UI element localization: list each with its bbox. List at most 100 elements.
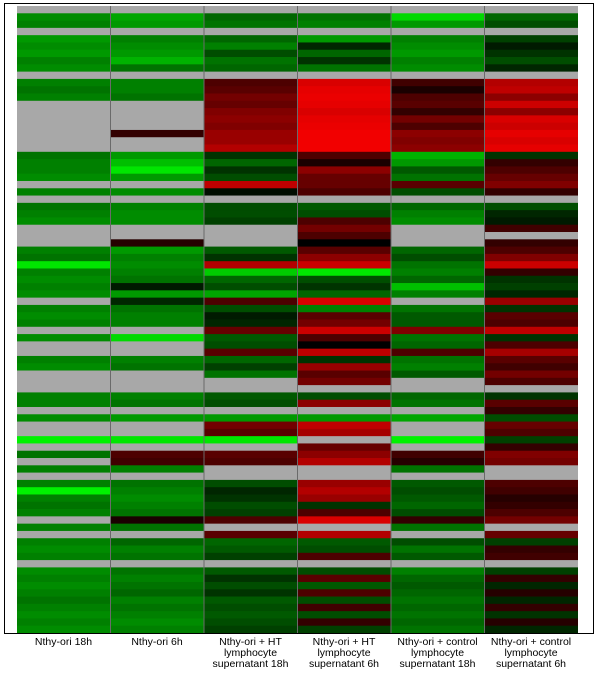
heatmap-cell [204,625,298,633]
heatmap-cell [484,589,578,597]
heatmap-cell [391,414,485,422]
heatmap-cell [204,603,298,612]
heatmap-cell [204,108,298,116]
heatmap-cell [110,574,204,583]
heatmap-cell [110,180,204,189]
heatmap-cell [484,78,578,87]
heatmap-cell [484,6,578,14]
heatmap-cell [297,173,391,182]
heatmap-cell [297,421,391,430]
heatmap-cell [110,35,204,43]
heatmap-cell [17,217,111,226]
heatmap-cell [110,283,204,291]
heatmap-cell [297,151,391,160]
heatmap-cell [297,348,391,357]
heatmap-cell [204,421,298,430]
heatmap-cell [391,567,485,576]
heatmap-cell [17,49,111,58]
heatmap-cell [110,399,204,408]
heatmap-cell [204,304,298,313]
heatmap-cell [391,625,485,633]
heatmap-cell [17,589,111,597]
heatmap-cell [204,42,298,51]
heatmap-cell [484,523,578,532]
heatmap-cell [391,304,485,313]
heatmap-cell [17,458,111,466]
heatmap-cell [484,428,578,437]
heatmap-cell [204,406,298,415]
heatmap-cell [204,202,298,211]
column-label: Nthy-ori + control lymphocyte supernatan… [490,636,572,670]
heatmap-cell [297,115,391,124]
heatmap-cell [17,501,111,510]
heatmap-cell [391,253,485,262]
heatmap-cell [17,312,111,320]
heatmap-cell [391,443,485,452]
heatmap-cell [110,552,204,561]
heatmap-cell [484,35,578,43]
heatmap-cell [297,35,391,43]
heatmap-cell [204,574,298,583]
heatmap-cell [110,49,204,58]
heatmap-cell [297,465,391,473]
heatmap-cell [17,603,111,612]
heatmap-cell [391,406,485,415]
heatmap-cell [17,538,111,546]
heatmap-cell [110,530,204,539]
heatmap-cell [391,217,485,226]
heatmap-cell [484,64,578,73]
heatmap-cell [391,479,485,488]
heatmap-cell [297,93,391,102]
heatmap-cell [297,392,391,401]
heatmap-cell [391,428,485,437]
heatmap-cell [204,13,298,21]
heatmap-cell [204,129,298,138]
heatmap-cell [391,35,485,43]
heatmap-cell [204,86,298,94]
heatmap-cell [17,523,111,532]
heatmap-cell [110,246,204,255]
heatmap-cell [110,6,204,14]
heatmap-cell [391,122,485,131]
heatmap-cell [391,151,485,160]
heatmap-cell [204,224,298,233]
heatmap-cell [484,188,578,196]
heatmap-cell [110,210,204,218]
heatmap-cell [110,479,204,488]
heatmap-cell [110,319,204,328]
heatmap-cell [17,509,111,517]
heatmap-cell [297,560,391,568]
heatmap-cell [17,334,111,342]
heatmap-cell [297,180,391,189]
heatmap-cell [204,173,298,182]
heatmap-cell [391,450,485,459]
heatmap-cell [204,246,298,255]
heatmap-cell [204,377,298,386]
heatmap-cell [17,86,111,94]
heatmap-cell [17,144,111,153]
heatmap-cell [484,363,578,371]
heatmap-cell [484,151,578,160]
heatmap-cell [484,458,578,466]
heatmap-cell [110,224,204,233]
heatmap-cell [17,428,111,437]
heatmap-cell [204,501,298,510]
column-label: Nthy-ori + HT lymphocyte supernatant 18h [212,636,289,670]
heatmap-cell [204,392,298,401]
heatmap-cell [17,611,111,619]
heatmap-cell [391,42,485,51]
heatmap-cell [391,64,485,73]
heatmap-cell [204,370,298,379]
heatmap-cell [297,239,391,247]
heatmap-cell [391,115,485,124]
heatmap-cell [17,363,111,371]
heatmap-cell [391,275,485,284]
heatmap-cell [484,377,578,386]
heatmap-cell [391,494,485,503]
heatmap-cell [110,355,204,364]
heatmap-cell [484,516,578,525]
heatmap-cell [110,151,204,160]
heatmap-cell [110,20,204,29]
heatmap-cell [391,108,485,116]
heatmap-cell [110,195,204,204]
